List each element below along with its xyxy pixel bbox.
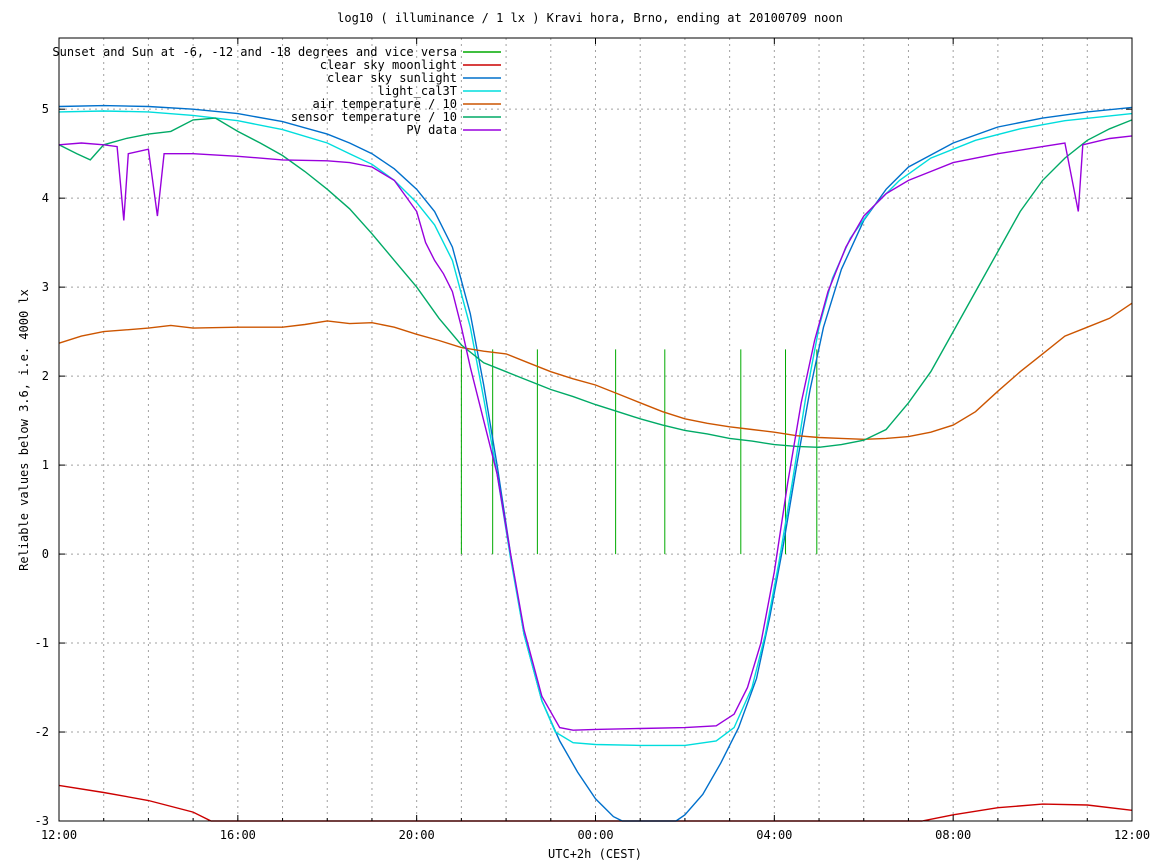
- x-tick-label: 08:00: [935, 828, 971, 842]
- legend-label: sensor temperature / 10: [291, 110, 457, 124]
- legend-label: air temperature / 10: [313, 97, 458, 111]
- y-tick-label: 0: [42, 547, 49, 561]
- y-tick-label: -2: [35, 725, 49, 739]
- series-layer: [58, 104, 1133, 822]
- series-line: [58, 117, 1133, 449]
- y-tick-label: 2: [42, 369, 49, 383]
- series-0: [460, 349, 818, 555]
- legend-label: clear sky sunlight: [327, 71, 457, 85]
- x-tick-label: 20:00: [399, 828, 435, 842]
- series-6: [58, 135, 1133, 731]
- legend: Sunset and Sun at -6, -12 and -18 degree…: [52, 45, 501, 137]
- axis-ticks: 12:00 16:00 20:00 00:00 04:00 08:00 12:00-3-2-…: [35, 38, 1150, 842]
- y-tick-label: 3: [42, 280, 49, 294]
- legend-label: clear sky moonlight: [320, 58, 457, 72]
- x-axis-label: UTC+2h (CEST): [548, 847, 642, 861]
- x-tick-label: 04:00: [756, 828, 792, 842]
- series-line: [58, 135, 1133, 731]
- x-tick-label: 12:00: [1114, 828, 1150, 842]
- y-tick-label: -3: [35, 814, 49, 828]
- series-line: [58, 302, 1133, 441]
- y-tick-label: 1: [42, 458, 49, 472]
- y-tick-label: 5: [42, 102, 49, 116]
- series-2: [58, 104, 1133, 822]
- legend-label: light_cal3T: [378, 84, 457, 98]
- legend-label: Sunset and Sun at -6, -12 and -18 degree…: [52, 45, 457, 59]
- grid-lines: [59, 38, 1132, 821]
- chart-title: log10 ( illuminance / 1 lx ) Kravi hora,…: [337, 11, 843, 25]
- legend-label: PV data: [406, 123, 457, 137]
- series-5: [58, 117, 1133, 449]
- x-tick-label: 00:00: [577, 828, 613, 842]
- y-axis-label: Reliable values below 3.6, i.e. 4000 lx: [17, 289, 31, 571]
- y-tick-label: -1: [35, 636, 49, 650]
- y-tick-label: 4: [42, 191, 49, 205]
- series-4: [58, 302, 1133, 441]
- x-tick-label: 16:00: [220, 828, 256, 842]
- series-line: [58, 104, 1133, 822]
- x-tick-label: 12:00: [41, 828, 77, 842]
